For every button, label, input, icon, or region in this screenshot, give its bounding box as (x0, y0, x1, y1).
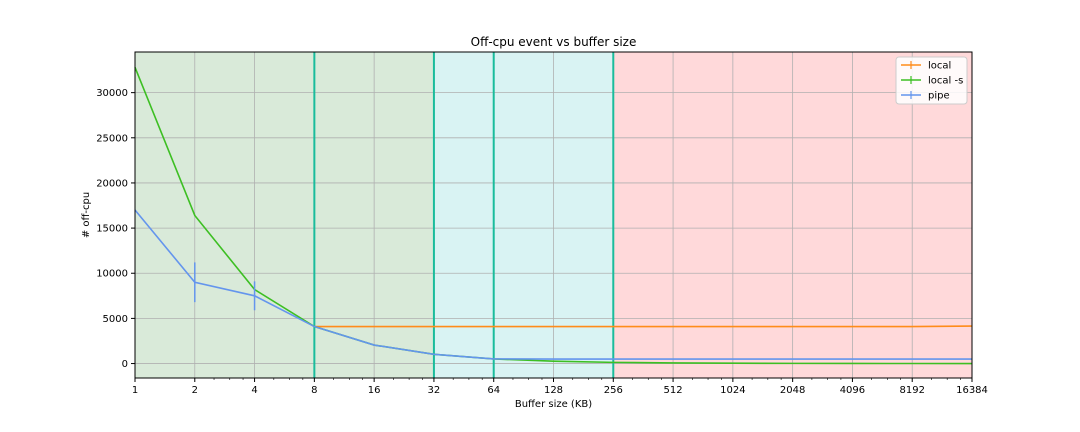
x-tick-label: 256 (604, 385, 623, 396)
region-band-0 (135, 52, 434, 378)
x-tick-label: 4096 (840, 385, 865, 396)
legend-label: pipe (928, 91, 950, 102)
legend-label: local (928, 61, 951, 72)
x-tick-label: 512 (664, 385, 683, 396)
legend-box (895, 56, 968, 105)
y-tick-label: 25000 (96, 133, 128, 144)
chart-title: Off-cpu event vs buffer size (471, 35, 637, 49)
y-tick-label: 5000 (103, 314, 128, 325)
x-tick-label: 64 (487, 385, 500, 396)
x-tick-label: 2 (192, 385, 198, 396)
y-axis-label: # off-cpu (81, 192, 92, 238)
vertical-markers (313, 52, 615, 378)
x-axis: 1 2 4 8 16 32 64 128 256 512 1024 2048 4096 8192 16384 (132, 378, 988, 396)
x-tick-label: 8192 (899, 385, 924, 396)
region-band-1 (433, 52, 614, 378)
x-tick-label: 1024 (720, 385, 745, 396)
y-tick-label: 10000 (96, 269, 128, 280)
x-tick-label: 16 (368, 385, 381, 396)
y-tick-label: 0 (122, 359, 128, 370)
series-lines (134, 67, 973, 365)
x-tick-label: 8 (311, 385, 317, 396)
legend-label: local -s (928, 76, 963, 87)
y-tick-label: 15000 (96, 224, 128, 235)
x-tick-label: 4 (251, 385, 257, 396)
y-tick-label: 30000 (96, 88, 128, 99)
series-line-local--s (134, 67, 973, 365)
x-tick-label: 16384 (956, 385, 988, 396)
x-tick-label: 32 (428, 385, 441, 396)
x-tick-label: 1 (132, 385, 138, 396)
y-tick-label: 20000 (96, 178, 128, 189)
x-axis-label: Buffer size (KB) (515, 399, 592, 410)
x-tick-label: 2048 (780, 385, 805, 396)
series-line-pipe (134, 209, 972, 360)
legend: local local -s pipe (895, 56, 968, 105)
y-axis: 0 5000 10000 15000 20000 25000 30000 (96, 88, 135, 370)
x-tick-label: 128 (544, 385, 563, 396)
